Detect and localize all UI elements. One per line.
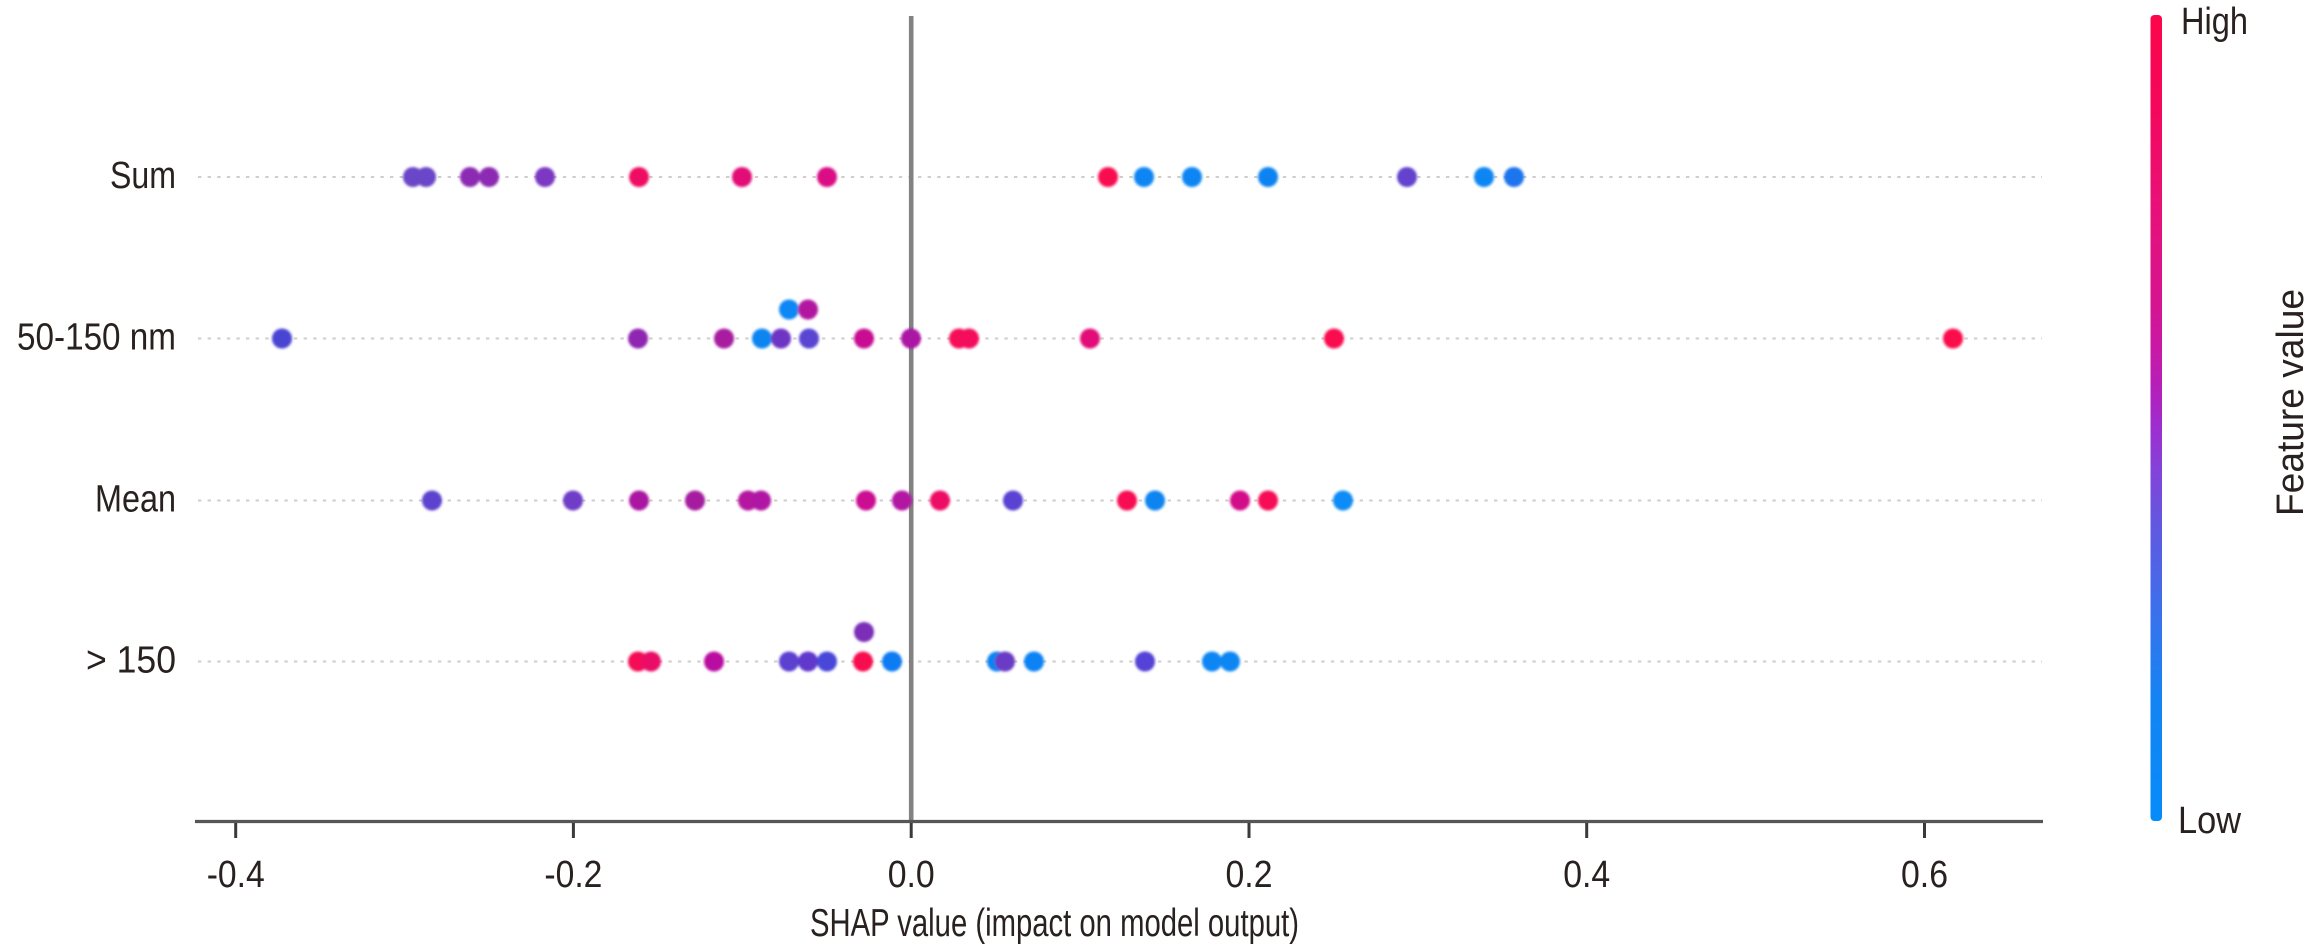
svg-text:-0.2: -0.2 [544, 854, 602, 896]
svg-text:Mean: Mean [95, 479, 176, 521]
svg-text:0.0: 0.0 [888, 854, 935, 896]
svg-text:Sum: Sum [110, 155, 176, 197]
svg-text:Feature value: Feature value [2270, 289, 2312, 516]
svg-text:50-150 nm: 50-150 nm [17, 317, 176, 359]
svg-text:-0.4: -0.4 [207, 854, 265, 896]
svg-text:> 150: > 150 [86, 640, 176, 682]
svg-text:0.6: 0.6 [1901, 854, 1948, 896]
svg-text:0.4: 0.4 [1563, 854, 1610, 896]
svg-text:High: High [2181, 1, 2248, 43]
svg-text:Low: Low [2178, 800, 2241, 842]
svg-text:0.2: 0.2 [1226, 854, 1273, 896]
svg-text:SHAP value (impact on model ou: SHAP value (impact on model output) [810, 902, 1299, 945]
